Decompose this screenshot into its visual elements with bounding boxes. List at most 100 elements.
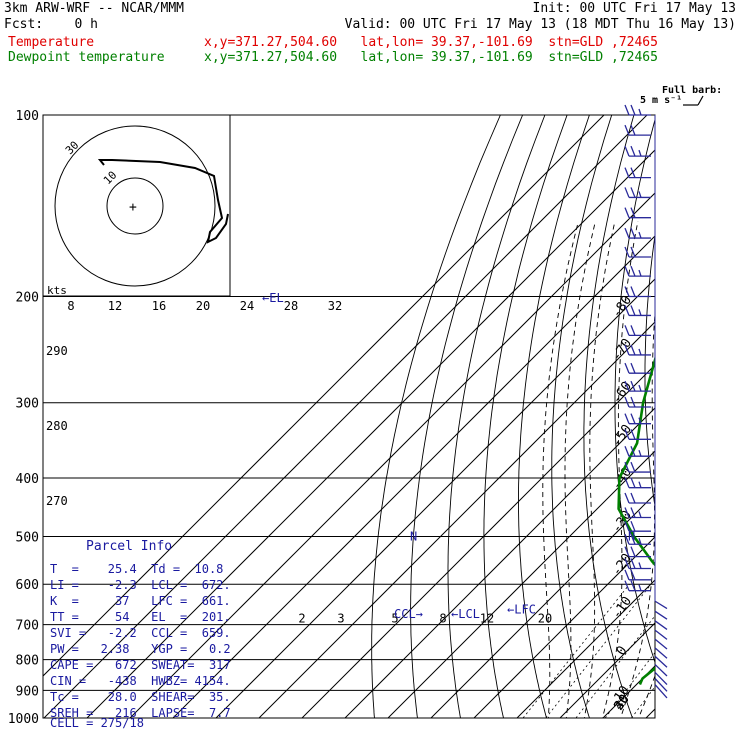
full-barb-value: 5 m s⁻¹ xyxy=(640,95,682,106)
isotherm-label: -10 xyxy=(609,594,635,622)
wind-barb-icon xyxy=(654,671,668,685)
pressure-tick-label: 400 xyxy=(16,472,39,487)
parcel-row: T = 25.4 Td = 10.8 xyxy=(50,562,224,576)
wind-barb-flag xyxy=(630,167,636,178)
hodograph-units: kts xyxy=(47,284,67,297)
pressure-tick-label: 100 xyxy=(16,109,39,124)
wind-barb-flag xyxy=(638,584,642,591)
temperature-station-info: x,y=371.27,504.60 lat,lon= 39.37,-101.69… xyxy=(204,35,658,50)
header: 3km ARW-WRF -- NCAR/MMM Init: 00 UTC Fri… xyxy=(0,0,740,70)
speed-scale-label: 16 xyxy=(152,299,166,313)
moist-adiabat-line xyxy=(638,674,655,718)
moist-adiabat-line xyxy=(542,221,579,718)
wind-barb-flag xyxy=(624,520,630,532)
pressure-tick-label: 700 xyxy=(16,619,39,634)
wind-barb-icon xyxy=(624,227,651,239)
wind-barb-icon xyxy=(624,286,651,298)
isotherm-line xyxy=(258,321,655,718)
isotherm-line xyxy=(645,708,655,718)
pressure-tick-label: 300 xyxy=(16,397,39,412)
wind-barb-flag xyxy=(638,309,642,316)
pressure-tick-label: 1000 xyxy=(8,712,39,727)
mixing-ratio-line xyxy=(666,584,740,718)
speed-scale-label: 28 xyxy=(284,299,298,313)
isobars xyxy=(42,114,656,719)
wind-barb-flag xyxy=(638,538,642,545)
isotherm-line xyxy=(172,235,655,718)
wind-barb-icon xyxy=(654,610,668,620)
wind-barb-flag xyxy=(624,187,630,198)
wind-barb-icon xyxy=(654,647,668,659)
parcel-row: SREH = 216 LAPSE= 7.7 xyxy=(50,706,231,720)
wind-barb-icon xyxy=(654,663,668,677)
isotherm-line xyxy=(473,536,655,718)
wind-barb-shaft xyxy=(654,663,668,677)
moist-adiabat-line xyxy=(668,221,740,731)
wind-barb-flag xyxy=(624,104,630,116)
hodograph-center-icon: + xyxy=(129,200,137,215)
speed-scale-label: 8 xyxy=(67,299,74,313)
wind-barb-flag xyxy=(624,429,630,440)
isotherm-line xyxy=(43,115,605,677)
wind-barbs xyxy=(624,104,668,699)
wind-barb-flag xyxy=(638,481,642,488)
wind-barb-shaft xyxy=(654,638,668,650)
wind-barb-shaft xyxy=(654,655,668,668)
wind-barb-flag xyxy=(624,145,630,157)
wind-barb-icon xyxy=(654,629,668,640)
wind-barb-flag xyxy=(624,492,630,504)
wind-barb-flag xyxy=(624,396,630,408)
wind-barb-flag xyxy=(630,145,636,157)
wind-barb-flag xyxy=(638,450,642,457)
wind-barb-flag xyxy=(630,207,636,218)
wind-barb-flag xyxy=(624,227,630,239)
wind-barb-icon xyxy=(624,396,651,408)
wind-barb-flag xyxy=(638,417,642,424)
wind-barb-flag xyxy=(624,461,630,473)
wind-barb-flag xyxy=(638,384,642,392)
isotherm-line xyxy=(559,622,655,718)
wind-barb-icon xyxy=(624,362,651,374)
wind-barb-flag xyxy=(638,511,642,518)
wind-barb-flag xyxy=(630,325,636,336)
wind-barb-flag xyxy=(624,344,630,356)
hodograph-trace xyxy=(97,159,229,244)
wind-barb-flag xyxy=(630,533,636,545)
theta-label: 270 xyxy=(46,494,68,508)
wind-barb-icon xyxy=(624,325,651,337)
wind-barb-icon xyxy=(624,507,651,519)
mixing-ratio-line xyxy=(631,686,655,718)
wind-barb-flag xyxy=(624,569,630,581)
wind-barb-flag xyxy=(630,546,636,557)
wind-barb-icon xyxy=(654,638,668,650)
ccl-marker: CCL→ xyxy=(394,607,423,621)
wind-barb-flag xyxy=(638,348,642,356)
speed-scale-label: 32 xyxy=(328,299,342,313)
wind-barb-icon xyxy=(624,558,651,570)
wind-barb-shaft xyxy=(654,678,668,692)
forecast-hour: Fcst: 0 h xyxy=(4,17,98,32)
wind-barb-flag xyxy=(630,265,636,277)
mixing-ratio-line xyxy=(522,583,630,718)
wind-barb-flag xyxy=(630,429,636,440)
wind-barb-icon xyxy=(624,429,651,440)
dry-adiabat-line xyxy=(518,115,590,718)
isotherm-line xyxy=(676,102,740,731)
wind-barb-flag xyxy=(624,477,630,488)
dry-adiabat-line xyxy=(371,115,501,718)
n-marker: N xyxy=(410,529,417,543)
mixing-ratio-label: 2 xyxy=(298,612,305,626)
wind-barb-shaft xyxy=(654,620,668,630)
isotherm-line xyxy=(430,493,655,718)
wind-barb-flag xyxy=(638,149,642,157)
wind-barb-shaft xyxy=(654,600,668,610)
wind-barb-icon xyxy=(654,620,668,630)
wind-barb-icon xyxy=(654,600,668,610)
wind-barb-icon xyxy=(624,380,651,392)
isotherm-line xyxy=(344,407,655,718)
speed-scale-label: 12 xyxy=(108,299,122,313)
wind-barb-icon xyxy=(624,580,651,592)
isotherm-label: 30 xyxy=(611,692,632,713)
profiles xyxy=(617,355,655,686)
